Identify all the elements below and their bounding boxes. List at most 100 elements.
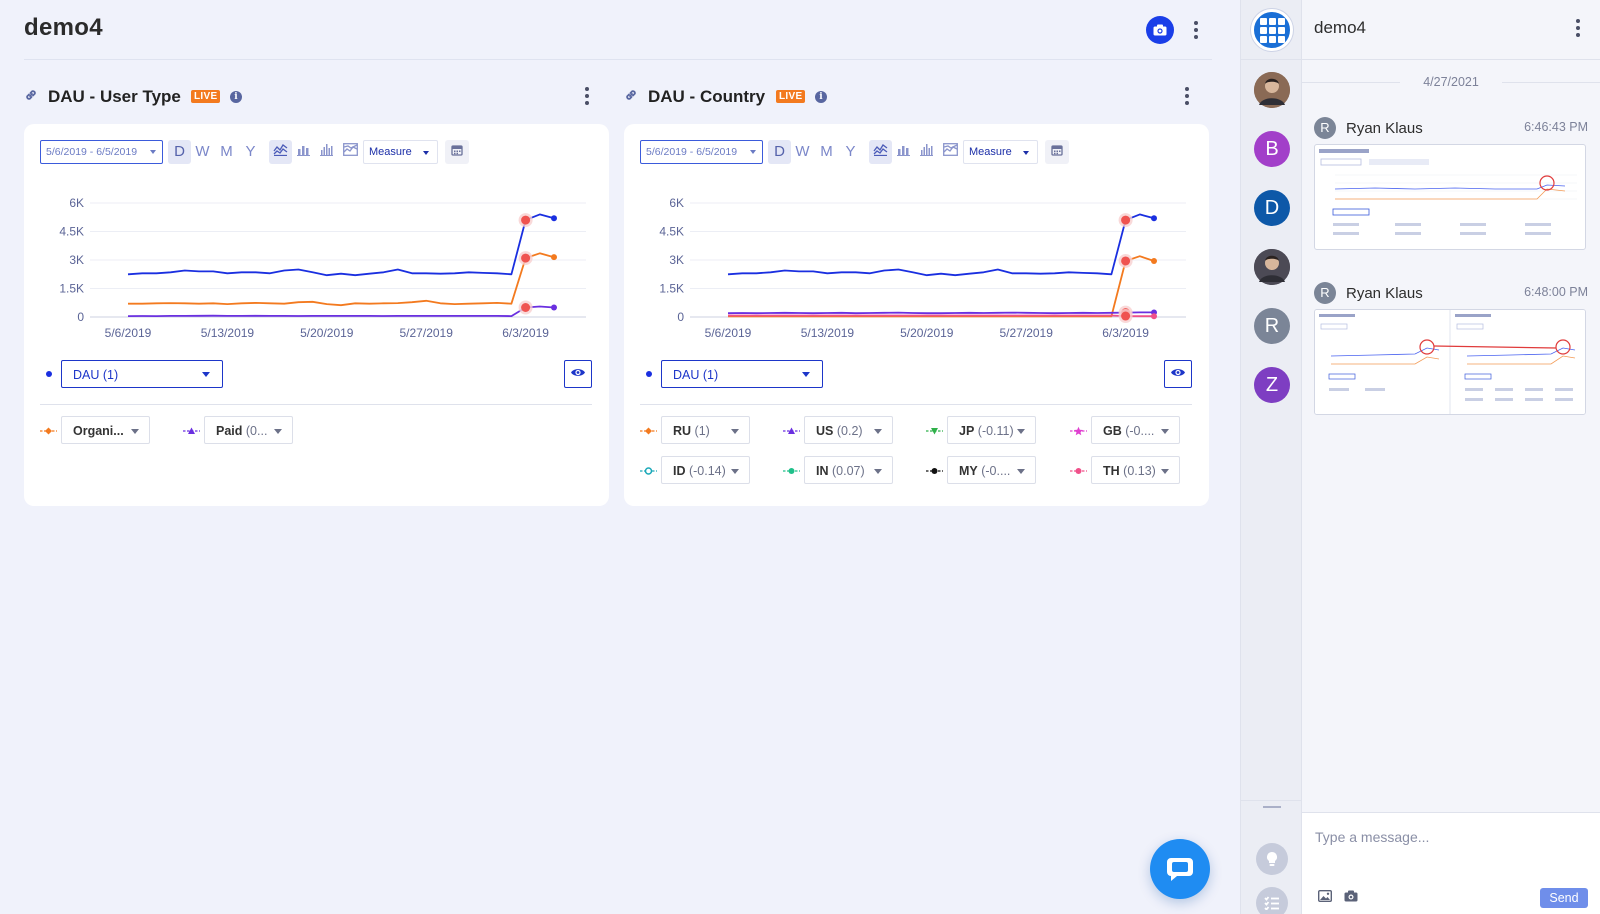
series-line-organic[interactable] (128, 252, 555, 307)
area-chart-button[interactable] (339, 140, 362, 164)
chat-panel: demo4 4/27/2021 R Ryan Klaus 6:46:43 PM … (1302, 0, 1600, 914)
highlight-point[interactable] (1121, 311, 1131, 321)
histogram-button[interactable] (915, 140, 938, 164)
series-end-point[interactable] (551, 304, 557, 311)
granularity-d-button[interactable]: D (768, 140, 791, 164)
segment-value: (0.13) (1123, 464, 1156, 478)
series-end-point[interactable] (551, 254, 557, 261)
tasks-button[interactable] (1256, 887, 1288, 914)
histogram-button[interactable] (315, 140, 338, 164)
calendar-button[interactable] (445, 140, 469, 164)
area-chart-icon (343, 143, 358, 161)
segment-select[interactable]: JP (-0.11) (947, 416, 1036, 444)
segment-select[interactable]: US (0.2) (804, 416, 893, 444)
avatar: R (1314, 117, 1336, 139)
segment-select[interactable]: Paid (0... (204, 416, 293, 444)
caret-down-icon (750, 150, 756, 154)
highlight-point[interactable] (521, 253, 531, 263)
segment-select[interactable]: RU (1) (661, 416, 750, 444)
series-end-point[interactable] (551, 215, 557, 222)
area-chart-icon (943, 143, 958, 161)
measure-select[interactable]: Measure (363, 140, 438, 164)
metric-select[interactable]: DAU (1) (661, 360, 823, 388)
caret-down-icon (1017, 469, 1025, 474)
highlight-point[interactable] (1121, 256, 1131, 266)
chat-launcher-button[interactable] (1150, 839, 1210, 899)
message-time: 6:46:43 PM (1524, 120, 1588, 134)
info-icon[interactable]: i (230, 91, 242, 103)
segment-select[interactable]: ID (-0.14) (661, 456, 750, 484)
camera-icon[interactable] (1344, 890, 1358, 902)
segment-select[interactable]: TH (0.13) (1091, 456, 1180, 484)
series-line-dau[interactable] (127, 213, 555, 277)
user-initial-avatar[interactable]: Z (1254, 367, 1290, 403)
user-initial-avatar[interactable]: B (1254, 131, 1290, 167)
panel-menu-button[interactable] (1177, 84, 1197, 108)
panel-menu-button[interactable] (577, 84, 597, 108)
tips-button[interactable] (1256, 843, 1288, 875)
user-initial-avatar[interactable]: R (1254, 308, 1290, 344)
granularity-m-button[interactable]: M (820, 143, 833, 160)
granularity-y-button[interactable]: Y (845, 143, 856, 160)
measure-select[interactable]: Measure (963, 140, 1038, 164)
area-chart-button[interactable] (939, 140, 962, 164)
caret-down-icon (1017, 429, 1025, 434)
bar-chart-button[interactable] (292, 140, 315, 164)
bar-chart-button[interactable] (892, 140, 915, 164)
series-line-ru[interactable] (728, 255, 1155, 318)
segment-select[interactable]: Organi... (61, 416, 150, 444)
highlight-point[interactable] (521, 303, 531, 312)
granularity-m-button[interactable]: M (220, 143, 233, 160)
bar-chart-icon (296, 143, 311, 161)
chat-menu-button[interactable] (1568, 16, 1588, 40)
send-button[interactable]: Send (1540, 888, 1588, 908)
caret-down-icon (1023, 151, 1029, 155)
segment-select[interactable]: IN (0.07) (804, 456, 893, 484)
granularity-w-button[interactable]: W (795, 143, 810, 160)
metric-select[interactable]: DAU (1) (61, 360, 223, 388)
series-line-paid[interactable] (127, 305, 555, 318)
line-chart-button[interactable] (269, 140, 292, 164)
x-tick-label: 5/6/2019 (705, 326, 752, 340)
visibility-button[interactable] (1164, 360, 1192, 388)
link-icon[interactable] (24, 88, 38, 102)
page-menu-button[interactable] (1186, 18, 1206, 42)
segment-value: (-0.11) (977, 424, 1014, 438)
line-chart-button[interactable] (869, 140, 892, 164)
granularity-w-button[interactable]: W (195, 143, 210, 160)
visibility-button[interactable] (564, 360, 592, 388)
series-line-us[interactable] (727, 311, 1154, 315)
avatar-initial: Z (1265, 374, 1279, 396)
series-line-dau[interactable] (727, 213, 1155, 277)
series-end-point[interactable] (1151, 313, 1157, 320)
granularity-y-button[interactable]: Y (245, 143, 256, 160)
image-icon[interactable] (1318, 890, 1332, 902)
date-range-picker[interactable]: 5/6/2019 - 6/5/2019 (640, 140, 763, 164)
link-icon[interactable] (624, 88, 638, 102)
highlight-point[interactable] (521, 215, 531, 225)
calendar-button[interactable] (1045, 140, 1069, 164)
message-composer[interactable]: Type a message... Send (1302, 812, 1600, 914)
camera-button[interactable] (1146, 16, 1174, 44)
caret-down-icon (802, 372, 810, 377)
granularity-d-button[interactable]: D (168, 140, 191, 164)
date-range-picker[interactable]: 5/6/2019 - 6/5/2019 (40, 140, 163, 164)
user-photo-avatar[interactable] (1254, 249, 1290, 285)
app-grid-icon[interactable] (1251, 9, 1293, 51)
segment-select[interactable]: GB (-0.... (1091, 416, 1180, 444)
avatar-initial: D (1264, 197, 1280, 219)
segment-value: (1) (694, 424, 710, 438)
message-screenshot-thumbnail[interactable] (1314, 309, 1586, 415)
chart-controls: 5/6/2019 - 6/5/2019 D W M Y Measure (40, 140, 593, 164)
series-triangle-up-icon (783, 424, 800, 436)
segment-select[interactable]: MY (-0.... (947, 456, 1036, 484)
highlight-point[interactable] (1121, 215, 1131, 225)
message-input[interactable]: Type a message... (1315, 829, 1430, 845)
series-end-point[interactable] (1151, 257, 1157, 264)
series-line-th[interactable] (728, 314, 1154, 318)
info-icon[interactable]: i (815, 91, 827, 103)
user-photo-avatar[interactable] (1254, 72, 1290, 108)
message-screenshot-thumbnail[interactable] (1314, 144, 1586, 250)
user-initial-avatar[interactable]: D (1254, 190, 1290, 226)
series-end-point[interactable] (1151, 215, 1157, 222)
